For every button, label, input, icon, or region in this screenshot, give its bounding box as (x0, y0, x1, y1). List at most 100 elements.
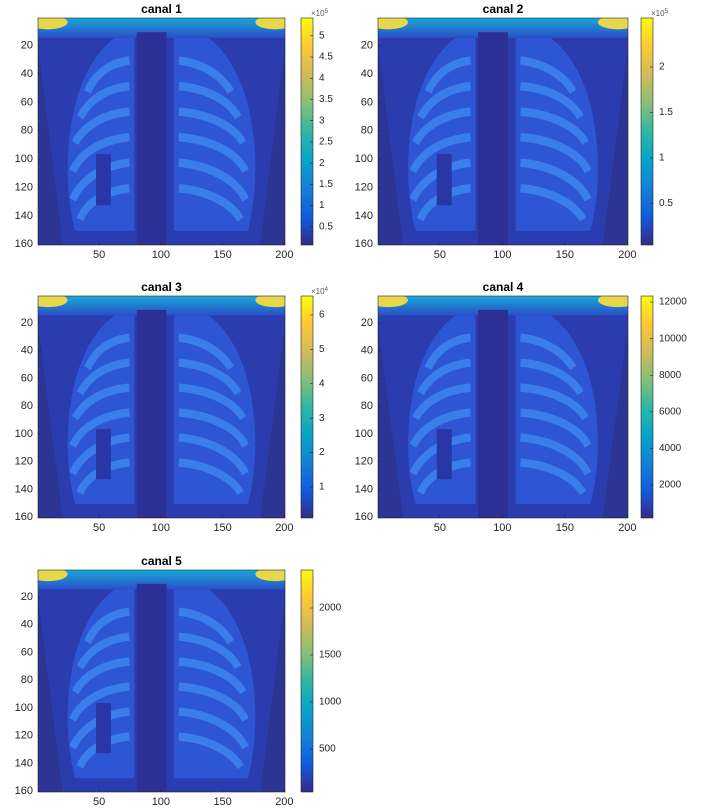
y-tick-label: 160 (355, 511, 373, 523)
y-tick-label: 100 (15, 702, 33, 714)
y-tick-label: 120 (15, 456, 33, 468)
colorbar-tick-label: 5 (319, 344, 325, 355)
colorbar-tick-label: 8000 (659, 370, 682, 381)
y-tick-label: 100 (15, 428, 33, 440)
axes-box (37, 569, 286, 793)
y-tick-label: 100 (15, 153, 33, 165)
y-tick-label: 20 (21, 40, 33, 52)
y-tick-label: 160 (15, 511, 33, 523)
y-tick-label: 120 (15, 730, 33, 742)
y-tick-label: 20 (21, 591, 33, 603)
image (28, 293, 295, 518)
x-tick-label: 150 (556, 249, 574, 261)
y-tick-label: 40 (361, 68, 373, 80)
colorbar-tick-label: 2 (659, 62, 665, 73)
y-tick-label: 80 (21, 674, 33, 686)
exponent-base: ×10 (311, 287, 325, 296)
colorbar-tick-label: 1 (319, 200, 325, 211)
colorbar-tick-label: 4 (319, 378, 325, 389)
axes-box (37, 295, 286, 519)
colorbar-tick-label: 12000 (659, 297, 687, 308)
y-tick-label: 80 (361, 400, 373, 412)
y-tick-label: 20 (21, 317, 33, 329)
axes-box (377, 295, 629, 519)
colorbar-tick-label: 2 (319, 447, 325, 458)
colorbar-tick-label: 4.5 (319, 52, 333, 63)
colorbar-tick-label: 2000 (319, 603, 342, 614)
image (28, 15, 295, 245)
colorbar-tick-label: 0.5 (319, 221, 333, 232)
x-tick-label: 150 (556, 522, 574, 534)
colorbar-tick-label: 3 (319, 115, 325, 126)
image (28, 567, 295, 792)
exponent-power: 5 (665, 9, 669, 15)
colorbar-tick-label: 5 (319, 30, 325, 41)
x-tick-label: 100 (493, 522, 511, 534)
y-tick-label: 80 (361, 125, 373, 137)
colorbar-tick-label: 2.5 (319, 137, 333, 148)
x-tick-label: 150 (213, 249, 231, 261)
panel-title: canal 5 (141, 554, 182, 568)
colorbar-tick-label: 1 (659, 152, 665, 163)
y-tick-label: 40 (21, 68, 33, 80)
y-tick-label: 40 (21, 619, 33, 631)
x-tick-label: 100 (152, 796, 170, 808)
y-tick-label: 160 (15, 785, 33, 797)
y-tick-label: 40 (21, 345, 33, 357)
x-tick-label: 50 (434, 249, 446, 261)
x-tick-label: 50 (434, 522, 446, 534)
colorbar-tick-label: 4000 (659, 443, 682, 454)
x-tick-label: 200 (275, 249, 293, 261)
y-tick-label: 160 (355, 238, 373, 250)
x-tick-label: 100 (493, 249, 511, 261)
exponent-power: 5 (325, 9, 329, 15)
x-tick-label: 150 (213, 796, 231, 808)
y-tick-label: 60 (21, 96, 33, 108)
x-tick-label: 200 (618, 249, 636, 261)
colorbar-tick-label: 1500 (319, 650, 342, 661)
y-tick-label: 20 (361, 317, 373, 329)
panel-title: canal 1 (141, 2, 182, 16)
colorbar-tick-label: 0.5 (659, 198, 673, 209)
image (368, 293, 638, 518)
x-tick-label: 200 (618, 522, 636, 534)
colorbar-tick-label: 3.5 (319, 94, 333, 105)
colorbar-tick-label: 4 (319, 73, 325, 84)
y-tick-label: 60 (21, 372, 33, 384)
panel-title: canal 3 (141, 280, 182, 294)
colorbar-tick-label: 500 (319, 744, 336, 755)
colorbar-tick-label: 6 (319, 310, 325, 321)
exponent-base: ×10 (651, 9, 665, 18)
y-tick-label: 80 (21, 400, 33, 412)
x-tick-label: 150 (213, 522, 231, 534)
panel-title: canal 2 (483, 2, 524, 16)
colorbar (300, 569, 314, 793)
colorbar (300, 295, 314, 519)
colorbar-tick-label: 2 (319, 158, 325, 169)
colorbar-exponent: ×105 (311, 9, 329, 19)
colorbar-exponent: ×105 (651, 9, 669, 19)
y-tick-label: 120 (355, 456, 373, 468)
image (368, 15, 638, 245)
y-tick-label: 100 (355, 153, 373, 165)
y-tick-label: 120 (355, 181, 373, 193)
y-tick-label: 100 (355, 428, 373, 440)
y-tick-label: 140 (355, 483, 373, 495)
exponent-base: ×10 (311, 9, 325, 18)
colorbar-tick-label: 2000 (659, 480, 682, 491)
y-tick-label: 40 (361, 345, 373, 357)
y-tick-label: 140 (15, 483, 33, 495)
colorbar-tick-label: 6000 (659, 406, 682, 417)
colorbar-tick-label: 1.5 (319, 179, 333, 190)
y-tick-label: 140 (15, 757, 33, 769)
x-tick-label: 50 (93, 522, 105, 534)
x-tick-label: 200 (275, 796, 293, 808)
colorbar-tick-label: 1000 (319, 697, 342, 708)
colorbar (640, 17, 654, 246)
exponent-power: 4 (325, 287, 329, 293)
y-tick-label: 160 (15, 238, 33, 250)
colorbar (300, 17, 314, 246)
colorbar-tick-label: 3 (319, 413, 325, 424)
x-tick-label: 100 (152, 522, 170, 534)
